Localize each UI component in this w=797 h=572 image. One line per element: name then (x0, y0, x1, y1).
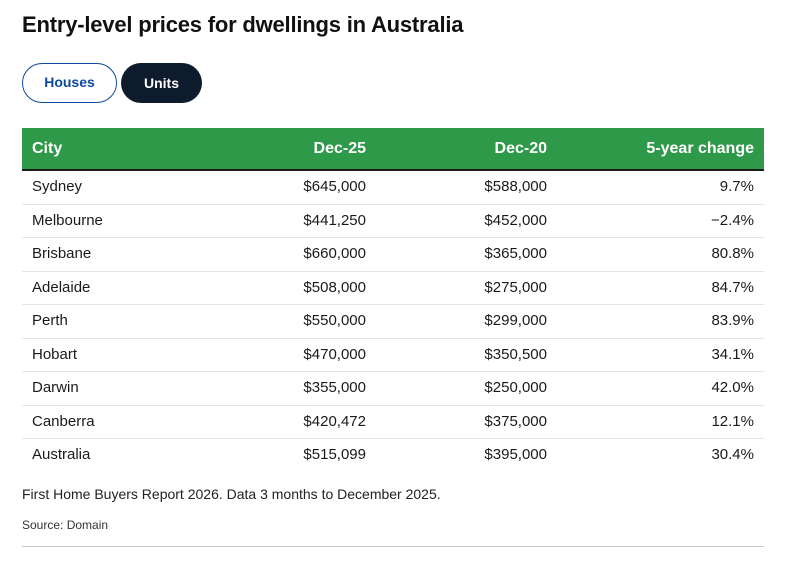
cell-city: Canberra (32, 412, 95, 430)
table-row: Darwin $355,000 $250,000 42.0% (22, 372, 764, 406)
cell-5-year-change: −2.4% (711, 211, 754, 229)
cell-dec-25: $470,000 (303, 345, 366, 363)
table-header: City Dec-25 Dec-20 5-year change (22, 128, 764, 171)
cell-dec-25: $645,000 (303, 178, 366, 195)
cell-5-year-change: 9.7% (719, 178, 754, 195)
cell-dec-25: $515,099 (303, 446, 366, 463)
cell-dec-20: $275,000 (484, 278, 547, 296)
header-dec-25: Dec-25 (313, 140, 366, 157)
table-row: Melbourne $441,250 $452,000 −2.4% (22, 205, 764, 238)
cell-dec-25: $550,000 (303, 312, 366, 329)
cell-dec-25: $420,472 (303, 412, 366, 430)
table-row: Australia $515,099 $395,000 30.4% (22, 439, 764, 472)
cell-city: Melbourne (32, 211, 103, 229)
table-body: Sydney $645,000 $588,000 9.7% Melbourne $441,… (22, 171, 764, 472)
table-row: Hobart $470,000 $350,500 34.1% (22, 339, 764, 372)
chart-title: Entry-level prices for dwellings in Aust… (22, 12, 464, 37)
bottom-divider (22, 546, 764, 547)
table-row: Brisbane $660,000 $365,000 80.8% (22, 238, 764, 272)
tab-units[interactable]: Units (121, 63, 202, 103)
cell-dec-20: $395,000 (484, 446, 547, 463)
table-row: Sydney $645,000 $588,000 9.7% (22, 171, 764, 205)
cell-5-year-change: 42.0% (711, 379, 754, 396)
cell-city: Hobart (32, 345, 78, 363)
cell-city: Australia (32, 446, 91, 463)
cell-dec-20: $299,000 (484, 312, 547, 329)
cell-city: Adelaide (32, 278, 91, 296)
cell-5-year-change: 30.4% (711, 446, 754, 463)
cell-city: Brisbane (32, 245, 92, 262)
cell-dec-20: $365,000 (484, 245, 547, 262)
price-table: City Dec-25 Dec-20 5-year change Sydney $… (22, 128, 764, 472)
tab-houses[interactable]: Houses (22, 63, 117, 103)
cell-city: Perth (32, 312, 68, 329)
cell-5-year-change: 34.1% (711, 345, 754, 363)
cell-city: Sydney (32, 178, 83, 195)
cell-dec-20: $350,500 (484, 345, 547, 363)
cell-dec-20: $250,000 (484, 379, 547, 396)
footnote: First Home Buyers Report 2026. Data 3 mo… (22, 486, 441, 502)
cell-5-year-change: 84.7% (711, 278, 754, 296)
cell-5-year-change: 83.9% (711, 312, 754, 329)
cell-dec-20: $375,000 (484, 412, 547, 430)
cell-dec-25: $441,250 (303, 211, 366, 229)
table-row: Adelaide $508,000 $275,000 84.7% (22, 272, 764, 305)
header-dec-20: Dec-20 (494, 140, 547, 157)
cell-5-year-change: 80.8% (711, 245, 754, 262)
cell-dec-25: $508,000 (303, 278, 366, 296)
table-row: Canberra $420,472 $375,000 12.1% (22, 406, 764, 439)
table-row: Perth $550,000 $299,000 83.9% (22, 305, 764, 339)
source-note: Source: Domain (22, 518, 109, 532)
cell-dec-20: $588,000 (484, 178, 547, 195)
header-city: City (32, 140, 63, 157)
header-5-year-change: 5-year change (646, 140, 754, 157)
cell-dec-25: $660,000 (303, 245, 366, 262)
cell-dec-20: $452,000 (484, 211, 547, 229)
cell-5-year-change: 12.1% (711, 412, 754, 430)
cell-dec-25: $355,000 (303, 379, 366, 396)
cell-city: Darwin (32, 379, 79, 396)
